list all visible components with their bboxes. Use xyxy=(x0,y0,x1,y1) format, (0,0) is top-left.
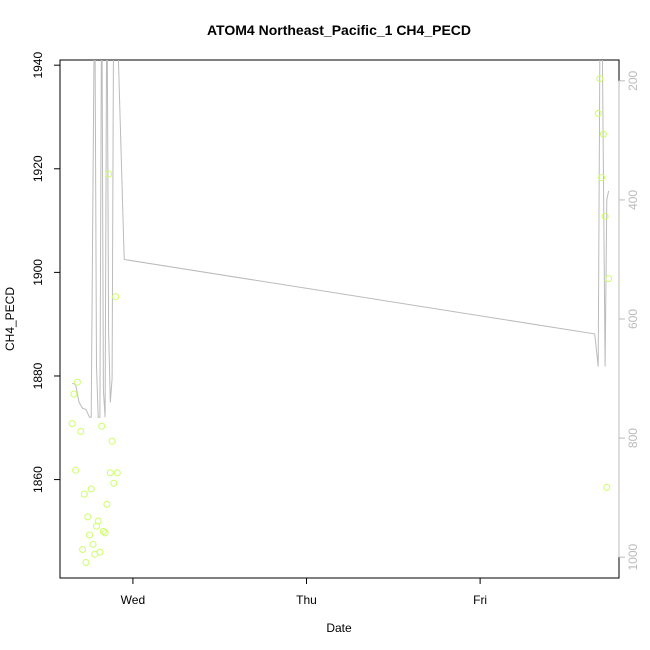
y-tick-label: 1940 xyxy=(31,52,45,79)
data-point xyxy=(80,490,88,498)
y-tick-label: 1920 xyxy=(31,155,45,182)
right-tick-label: 200 xyxy=(626,71,640,91)
data-point xyxy=(94,517,102,525)
data-point xyxy=(105,170,113,178)
data-point xyxy=(101,529,109,537)
data-point xyxy=(603,483,611,491)
x-axis: Wed Thu Fri xyxy=(121,578,487,607)
right-y-axis: 200 400 600 800 1000 xyxy=(618,71,640,571)
data-point xyxy=(106,469,114,477)
data-point xyxy=(601,212,609,220)
data-point xyxy=(605,275,613,283)
x-tick-label: Thu xyxy=(296,593,317,607)
data-point xyxy=(110,479,118,487)
right-tick-label: 1000 xyxy=(626,543,640,570)
data-point xyxy=(77,427,85,435)
data-point xyxy=(73,378,81,386)
y-axis: 1860 1880 1900 1920 1940 xyxy=(31,52,60,493)
data-point xyxy=(108,437,116,445)
data-point xyxy=(113,469,121,477)
data-point xyxy=(79,546,87,553)
x-tick-label: Fri xyxy=(473,593,487,607)
right-tick-label: 600 xyxy=(626,309,640,329)
plot-frame xyxy=(59,59,620,579)
data-point xyxy=(599,130,607,138)
data-point xyxy=(87,485,95,493)
data-point xyxy=(103,500,111,508)
line-series xyxy=(72,60,610,418)
data-point xyxy=(70,390,78,398)
data-point xyxy=(96,548,104,556)
data-point xyxy=(89,540,97,548)
data-point xyxy=(596,75,604,83)
data-point xyxy=(82,559,90,566)
y-tick-label: 1860 xyxy=(31,466,45,493)
chart-title: ATOM4 Northeast_Pacific_1 CH4_PECD xyxy=(207,22,471,38)
x-axis-label: Date xyxy=(326,621,352,635)
x-tick-label: Wed xyxy=(121,593,145,607)
data-point xyxy=(84,513,92,521)
data-point xyxy=(72,466,80,474)
right-tick-label: 400 xyxy=(626,190,640,210)
data-point xyxy=(594,109,602,117)
y-tick-label: 1880 xyxy=(31,362,45,389)
right-tick-label: 800 xyxy=(626,428,640,448)
data-point xyxy=(598,174,606,182)
data-point xyxy=(98,422,106,430)
y-tick-label: 1900 xyxy=(31,259,45,286)
data-point xyxy=(112,293,120,301)
point-series xyxy=(68,75,613,566)
data-point xyxy=(86,531,93,539)
y-axis-label: CH4_PECD xyxy=(3,287,17,351)
data-point xyxy=(99,527,107,535)
series-line xyxy=(72,60,610,418)
data-point xyxy=(68,420,76,428)
